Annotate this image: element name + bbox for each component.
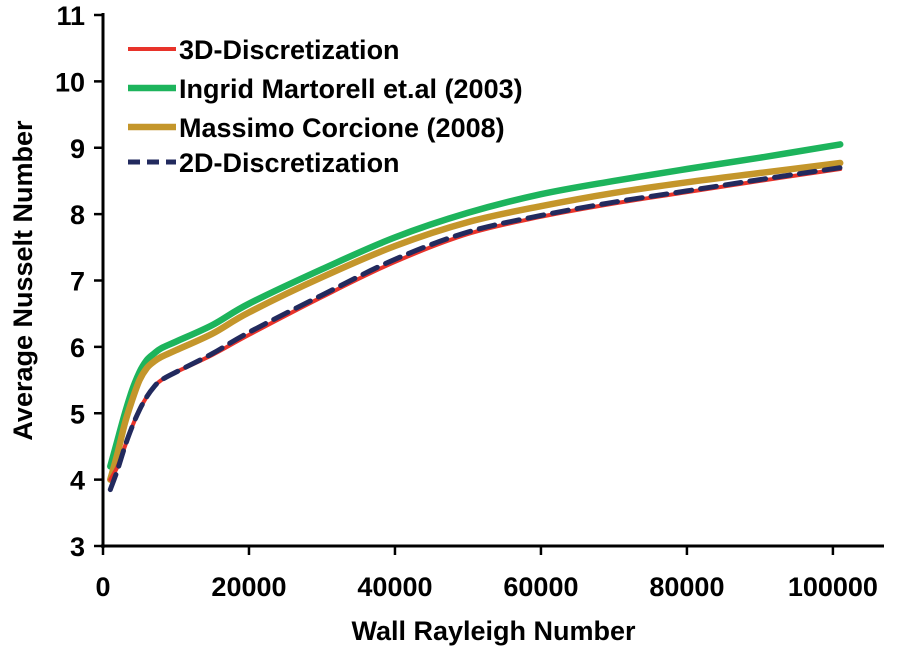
x-tick-label: 80000 [649, 572, 724, 602]
x-tick-label: 20000 [211, 572, 286, 602]
x-axis-title: Wall Rayleigh Number [351, 616, 636, 646]
legend: 3D-Discretization Ingrid Martorell et.al… [128, 35, 523, 178]
y-tick-label: 3 [70, 532, 85, 562]
x-tick-label: 0 [95, 572, 110, 602]
y-tick-label: 7 [70, 267, 85, 297]
y-tick-label: 4 [70, 466, 85, 496]
x-tick-label: 100000 [788, 572, 878, 602]
y-tick-label: 5 [70, 399, 85, 429]
x-tick-label: 60000 [503, 572, 578, 602]
series-line-4 [107, 165, 843, 493]
y-tick-label: 9 [70, 134, 85, 164]
y-axis-title: Average Nusselt Number [8, 120, 38, 441]
y-tick-label: 10 [55, 67, 85, 97]
y-tick-label: 8 [70, 200, 85, 230]
y-tick-label: 11 [56, 1, 85, 31]
legend-label-ingrid-martorell: Ingrid Martorell et.al (2003) [179, 74, 523, 104]
legend-label-3d-discretization: 3D-Discretization [179, 35, 400, 65]
plot-series [107, 141, 844, 493]
series-line-3 [107, 159, 844, 483]
legend-label-2d-discretization: 2D-Discretization [179, 148, 400, 178]
legend-label-massimo-corcione: Massimo Corcione (2008) [179, 113, 505, 143]
series-line-2 [107, 141, 844, 470]
ticks: 3 4 5 6 7 8 9 10 11 0 20000 40000 60000 80000 100000 [55, 1, 878, 602]
y-tick-label: 6 [70, 333, 85, 363]
x-tick-label: 40000 [357, 572, 432, 602]
axis-titles: Wall Rayleigh Number Average Nusselt Num… [8, 120, 636, 646]
